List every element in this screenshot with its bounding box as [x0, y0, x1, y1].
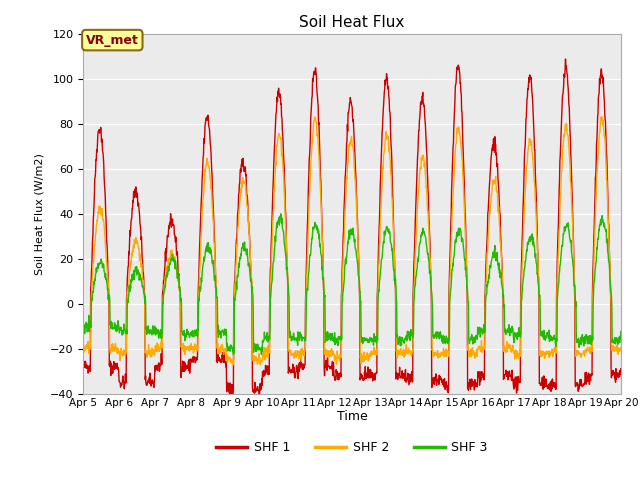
- SHF 1: [562, 56, 570, 62]
- Legend: SHF 1, SHF 2, SHF 3: SHF 1, SHF 2, SHF 3: [211, 436, 493, 459]
- Line: SHF 2: SHF 2: [83, 117, 621, 365]
- Y-axis label: Soil Heat Flux (W/m2): Soil Heat Flux (W/m2): [35, 153, 44, 275]
- Line: SHF 1: SHF 1: [83, 59, 621, 397]
- SHF 1: [506, 373, 514, 379]
- SHF 3: [230, 351, 237, 357]
- SHF 1: [199, 164, 207, 169]
- SHF 2: [506, 346, 514, 352]
- SHF 2: [186, 343, 193, 348]
- SHF 1: [554, 257, 561, 263]
- SHF 3: [259, 339, 267, 345]
- SHF 2: [79, 344, 87, 350]
- SHF 1: [617, 366, 625, 372]
- SHF 3: [186, 335, 193, 340]
- SHF 1: [436, 377, 444, 383]
- SHF 3: [506, 325, 514, 331]
- SHF 3: [277, 211, 285, 217]
- SHF 1: [186, 370, 193, 376]
- SHF 2: [617, 346, 625, 352]
- SHF 3: [79, 329, 87, 335]
- Text: VR_met: VR_met: [86, 34, 139, 47]
- SHF 3: [617, 329, 625, 335]
- SHF 3: [199, 264, 207, 270]
- SHF 2: [259, 353, 267, 359]
- SHF 2: [229, 362, 237, 368]
- SHF 2: [554, 277, 561, 283]
- SHF 1: [255, 394, 263, 400]
- SHF 1: [259, 373, 267, 379]
- Line: SHF 3: SHF 3: [83, 214, 621, 354]
- SHF 2: [436, 350, 444, 356]
- SHF 3: [436, 333, 444, 339]
- SHF 2: [199, 199, 207, 204]
- SHF 1: [79, 362, 87, 368]
- X-axis label: Time: Time: [337, 410, 367, 423]
- SHF 3: [554, 292, 561, 298]
- Title: Soil Heat Flux: Soil Heat Flux: [300, 15, 404, 30]
- SHF 2: [598, 114, 605, 120]
